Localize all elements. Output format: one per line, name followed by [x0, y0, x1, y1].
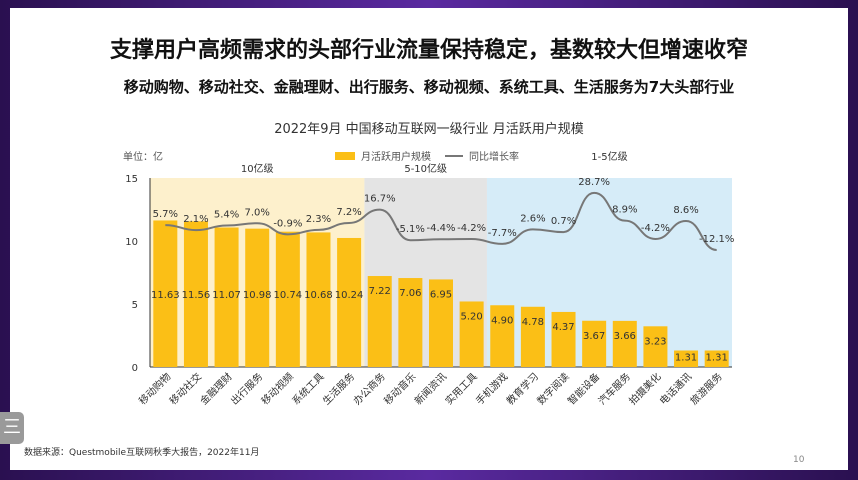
bar — [337, 237, 362, 367]
x-tick-label: 手机游戏 — [473, 370, 510, 407]
growth-label: 5.7% — [153, 209, 178, 220]
bar — [214, 227, 239, 367]
bar-value-label: 4.90 — [491, 315, 513, 326]
menu-button[interactable]: 三 — [0, 412, 24, 444]
x-tick-label: 移动视频 — [258, 370, 295, 407]
bar-value-label: 10.74 — [274, 290, 303, 301]
growth-label: -5.1% — [396, 224, 425, 235]
bar — [704, 350, 729, 367]
legend-line-swatch — [445, 154, 463, 157]
growth-label: 2.1% — [183, 214, 208, 225]
growth-label: 16.7% — [364, 194, 396, 205]
growth-label: -4.2% — [641, 223, 670, 234]
slide-subtitle: 移动购物、移动社交、金融理财、出行服务、移动视频、系统工具、生活服务为7大头部行… — [123, 78, 735, 96]
unit-label: 单位：亿 — [123, 152, 163, 163]
group-label: 10亿级 — [241, 162, 274, 175]
bar-value-label: 4.37 — [552, 322, 574, 333]
growth-label: 28.7% — [578, 177, 610, 188]
bar — [275, 231, 300, 367]
x-tick-label: 移动音乐 — [381, 370, 418, 407]
x-tick-label: 智能设备 — [565, 370, 602, 407]
bar-value-label: 1.31 — [706, 352, 728, 363]
x-tick-label: 移动购物 — [136, 370, 173, 407]
bar-value-label: 3.23 — [644, 336, 666, 347]
legend-bar-swatch — [335, 151, 355, 160]
bar-value-label: 11.63 — [151, 290, 180, 301]
x-tick-label: 电话通讯 — [657, 370, 694, 407]
bar-value-label: 6.95 — [430, 289, 452, 300]
growth-label: -4.4% — [426, 223, 455, 234]
bar — [490, 305, 515, 367]
x-tick-label: 系统工具 — [289, 370, 326, 407]
bar-value-label: 11.56 — [182, 290, 211, 301]
bar-value-label: 1.31 — [675, 352, 697, 363]
page-number: 10 — [793, 455, 805, 465]
growth-label: -12.1% — [699, 234, 734, 245]
group-label: 1-5亿级 — [591, 150, 627, 163]
bar — [612, 320, 637, 367]
bar-value-label: 3.67 — [583, 331, 605, 342]
growth-label: -0.9% — [273, 218, 302, 229]
slide-title: 支撑用户高频需求的头部行业流量保持稳定，基数较大但增速收窄 — [109, 38, 748, 63]
chart-title: 2022年9月 中国移动互联网一级行业 月活跃用户规模 — [274, 122, 584, 137]
growth-label: 5.4% — [214, 210, 239, 221]
bar — [643, 326, 668, 367]
growth-label: -4.2% — [457, 223, 486, 234]
bar-value-label: 4.78 — [522, 317, 544, 328]
x-tick-label: 教育学习 — [504, 370, 541, 407]
bar-value-label: 3.66 — [614, 331, 636, 342]
bar — [367, 276, 392, 367]
growth-line — [165, 191, 717, 251]
source-note: 数据来源：Questmobile互联网秋季大报告，2022年11月 — [24, 448, 260, 458]
x-tick-label: 旅游服务 — [687, 370, 724, 407]
x-tick-label: 汽车服务 — [595, 370, 632, 407]
x-tick-label: 新闻资讯 — [412, 370, 449, 407]
x-tick-label: 办公商务 — [350, 370, 387, 407]
x-tick-label: 实用工具 — [442, 370, 479, 407]
growth-label: 7.2% — [336, 207, 361, 218]
y-tick-label: 0 — [132, 363, 138, 374]
legend-bar-label: 月活跃用户规模 — [361, 152, 431, 163]
bar-value-label: 10.68 — [304, 290, 333, 301]
bar-value-label: 5.20 — [460, 311, 482, 322]
growth-label: 0.7% — [551, 216, 576, 227]
legend-line-label: 同比增长率 — [469, 152, 519, 163]
bar-value-label: 10.98 — [243, 290, 272, 301]
growth-label: 2.3% — [306, 214, 331, 225]
growth-label: 7.0% — [245, 207, 270, 218]
bar — [306, 232, 331, 367]
x-tick-label: 拍摄美化 — [626, 370, 663, 407]
y-tick-label: 10 — [125, 237, 138, 248]
bar — [582, 320, 607, 367]
bar — [429, 279, 453, 367]
bar — [183, 221, 208, 367]
x-tick-label: 移动社交 — [167, 370, 204, 407]
y-tick-label: 5 — [132, 300, 138, 311]
x-tick-label: 数字阅读 — [534, 370, 571, 407]
growth-label: 8.9% — [612, 205, 637, 216]
bar — [398, 278, 423, 367]
bar-value-label: 10.24 — [335, 290, 364, 301]
bar — [245, 228, 270, 367]
x-tick-label: 金融理财 — [197, 370, 234, 407]
growth-label: 8.6% — [673, 205, 698, 216]
bar-value-label: 7.06 — [399, 288, 421, 299]
x-tick-label: 生活服务 — [320, 370, 357, 407]
bar — [153, 220, 178, 367]
growth-label: 2.6% — [520, 213, 545, 224]
group-label: 5-10亿级 — [404, 162, 447, 175]
bar — [551, 311, 576, 367]
bar — [674, 350, 699, 367]
bar-value-label: 11.07 — [212, 290, 241, 301]
x-tick-label: 出行服务 — [228, 370, 265, 407]
y-tick-label: 15 — [125, 174, 138, 185]
growth-label: -7.7% — [488, 228, 517, 239]
bar — [459, 301, 484, 367]
bar — [520, 306, 545, 367]
bar-value-label: 7.22 — [369, 286, 391, 297]
legend: 月活跃用户规模 同比增长率 — [335, 148, 519, 163]
